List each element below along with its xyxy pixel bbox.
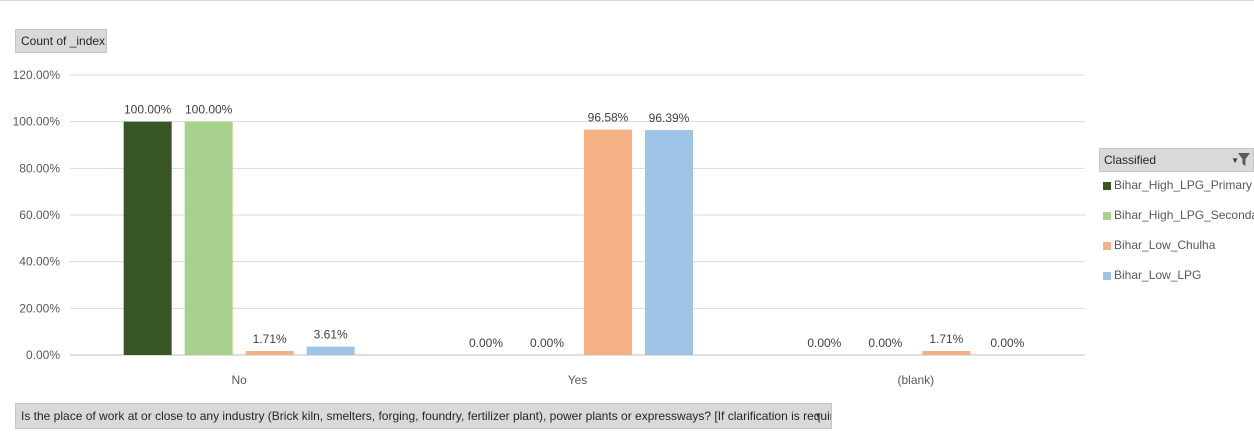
x-tick-label: (blank) xyxy=(897,373,934,387)
bars xyxy=(123,121,971,356)
bar-Bihar_High_LPG_Primary xyxy=(123,121,172,356)
filter-icon[interactable] xyxy=(1237,152,1251,168)
data-label: 1.71% xyxy=(253,332,287,346)
data-label: 0.00% xyxy=(807,336,841,350)
legend-item[interactable]: Bihar_Low_Chulha xyxy=(1099,232,1254,262)
legend-label: Bihar_High_LPG_Primary xyxy=(1114,178,1253,192)
data-label: 100.00% xyxy=(185,103,233,117)
data-label: 0.00% xyxy=(990,336,1024,350)
axis-field-label: Is the place of work at or close to any … xyxy=(21,409,832,423)
data-label: 3.61% xyxy=(314,328,348,342)
data-label: 0.00% xyxy=(469,336,503,350)
data-label: 100.00% xyxy=(124,103,172,117)
legend-label: Bihar_Low_LPG xyxy=(1114,268,1202,282)
legend-item[interactable]: Bihar_High_LPG_Primary xyxy=(1099,172,1254,202)
legend-item[interactable]: Bihar_High_LPG_Secondary xyxy=(1099,202,1254,232)
data-labels: 100.00% 100.00% 1.71% 3.61% 0.00% 0.00% 96.58%… xyxy=(124,103,1025,350)
chevron-down-icon: ▼ xyxy=(1231,156,1239,165)
value-field-label: Count of _index xyxy=(21,34,106,48)
y-tick-label: 100.00% xyxy=(13,115,61,129)
legend-swatch xyxy=(1103,272,1111,280)
legend-label: Bihar_Low_Chulha xyxy=(1114,238,1216,252)
bar-Bihar_Low_Chulha xyxy=(245,351,294,355)
legend-swatch xyxy=(1103,212,1111,220)
x-tick-label: Yes xyxy=(568,373,588,387)
bar-Bihar_Low_Chulha xyxy=(922,351,971,355)
y-tick-label: 20.00% xyxy=(19,301,60,315)
x-axis-labels: No Yes (blank) xyxy=(231,373,934,387)
top-border xyxy=(0,0,1254,1)
legend-field-button[interactable]: Classified ▼ xyxy=(1099,148,1254,172)
legend-swatch xyxy=(1103,182,1111,190)
y-tick-label: 60.00% xyxy=(19,208,60,222)
data-label: 0.00% xyxy=(530,336,564,350)
y-axis-labels: 0.00% 20.00% 40.00% 60.00% 80.00% 100.00% 120.… xyxy=(13,68,61,362)
data-label: 0.00% xyxy=(868,336,902,350)
legend-title: Classified xyxy=(1104,153,1157,167)
legend-item[interactable]: Bihar_Low_LPG xyxy=(1099,262,1254,292)
legend-label: Bihar_High_LPG_Secondary xyxy=(1114,208,1254,222)
chevron-down-icon: ▼ xyxy=(814,411,822,420)
y-tick-label: 80.00% xyxy=(19,161,60,175)
axis-field-button[interactable]: Is the place of work at or close to any … xyxy=(15,403,832,429)
y-tick-label: 0.00% xyxy=(26,348,60,362)
y-tick-label: 120.00% xyxy=(13,68,61,82)
legend-swatch xyxy=(1103,242,1111,250)
gridlines xyxy=(70,74,1085,356)
data-label: 96.39% xyxy=(649,111,690,125)
legend: Classified ▼ Bihar_High_LPG_Primary Bihar… xyxy=(1099,148,1254,292)
data-label: 1.71% xyxy=(929,332,963,346)
legend-items: Bihar_High_LPG_Primary Bihar_High_LPG_Sec… xyxy=(1099,172,1254,292)
value-field-button[interactable]: Count of _index xyxy=(15,29,107,53)
bar-Bihar_Low_LPG xyxy=(306,346,355,355)
bar-Bihar_Low_Chulha xyxy=(584,129,632,355)
data-label: 96.58% xyxy=(588,111,629,125)
bar-Bihar_High_LPG_Secondary xyxy=(184,121,233,356)
y-tick-label: 40.00% xyxy=(19,255,60,269)
x-tick-label: No xyxy=(231,373,247,387)
bar-Bihar_Low_LPG xyxy=(645,130,693,355)
